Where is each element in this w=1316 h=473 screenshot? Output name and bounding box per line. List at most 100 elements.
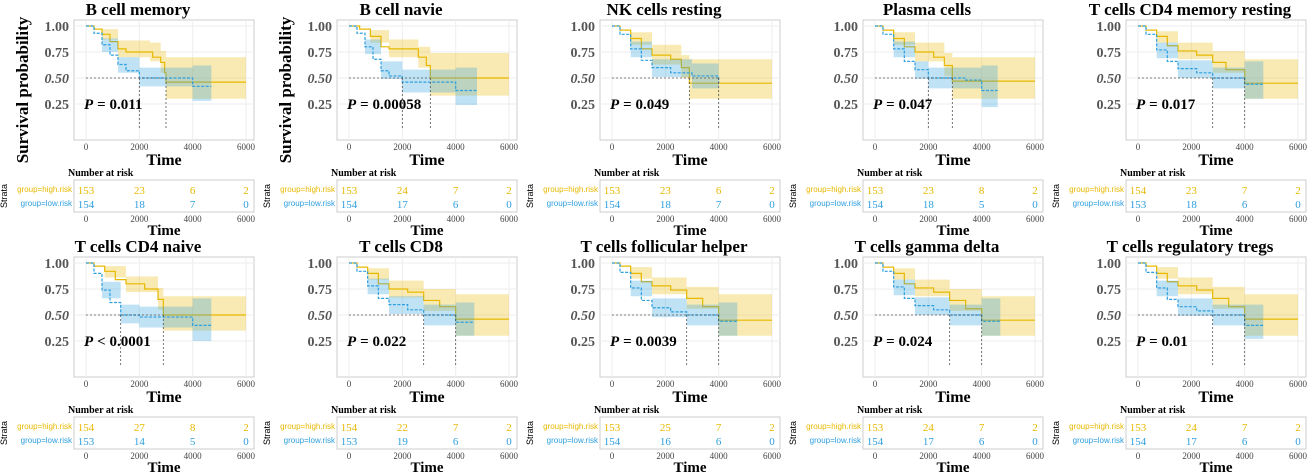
x-axis-label: Time [935, 152, 970, 169]
risk-x-tick-label: 6000 [1026, 451, 1045, 461]
risk-table [1125, 416, 1307, 450]
risk-x-tick-label: 4000 [1236, 214, 1255, 224]
risk-count: 24 [923, 422, 935, 434]
risk-count: 154 [341, 422, 358, 434]
x-tick-label: 2000 [919, 142, 938, 152]
low-risk-ci-band [875, 26, 998, 108]
risk-count: 2 [243, 422, 249, 434]
risk-x-axis-label: Time [410, 460, 443, 473]
low-risk-curve [349, 25, 477, 92]
risk-table-title: Number at risk [331, 405, 397, 416]
x-tick-label: 6000 [500, 379, 519, 389]
risk-count: 7 [453, 185, 459, 197]
risk-count: 27 [134, 422, 146, 434]
y-tick-label: 1.00 [45, 257, 70, 272]
x-axis-label: Time [935, 389, 970, 406]
plot-area [862, 256, 1044, 378]
p-label: P [1136, 97, 1146, 113]
risk-count: 2 [769, 422, 775, 434]
risk-x-tick-label: 0 [873, 451, 878, 461]
risk-count: 2 [506, 422, 512, 434]
y-tick-label: 1.00 [834, 20, 859, 35]
p-value-text: = 0.0039 [623, 334, 677, 350]
x-tick-label: 0 [1136, 379, 1141, 389]
panel-title: Plasma cells [883, 0, 972, 19]
risk-x-tick-label: 6000 [1289, 451, 1308, 461]
risk-count: 6 [716, 185, 722, 197]
p-label: P [610, 334, 620, 350]
p-value-text: = 0.024 [886, 334, 933, 350]
low-risk-ci-band [349, 26, 477, 106]
risk-count: 154 [78, 199, 95, 211]
risk-count: 23 [1186, 185, 1198, 197]
low-risk-ci-band [612, 263, 738, 336]
risk-x-tick-label: 2000 [1182, 451, 1201, 461]
risk-table [599, 416, 781, 450]
risk-x-axis-label: Time [936, 460, 969, 473]
risk-count: 25 [660, 422, 672, 434]
p-label: P [347, 97, 357, 113]
x-axis-label: Time [672, 389, 707, 406]
p-value-text: = 0.011 [97, 97, 142, 113]
y-tick-label: 0.25 [571, 335, 596, 350]
low-risk-label: group=low.risk [21, 436, 73, 445]
risk-count: 7 [979, 422, 985, 434]
high-risk-curve [86, 262, 246, 316]
high-risk-curve [349, 262, 509, 320]
x-axis-label: Time [146, 389, 181, 406]
x-tick-label: 4000 [710, 142, 729, 152]
risk-count: 6 [453, 436, 459, 448]
risk-count: 6 [716, 436, 722, 448]
risk-x-tick-label: 6000 [237, 451, 256, 461]
risk-count: 7 [453, 422, 459, 434]
risk-x-tick-label: 4000 [447, 451, 466, 461]
risk-x-tick-label: 4000 [710, 214, 729, 224]
p-label: P [873, 334, 883, 350]
risk-x-tick-label: 0 [1136, 214, 1141, 224]
low-risk-curve [612, 262, 738, 322]
risk-count: 2 [1295, 422, 1301, 434]
risk-count: 17 [923, 436, 935, 448]
risk-x-tick-label: 0 [347, 214, 352, 224]
x-tick-label: 0 [84, 379, 89, 389]
p-value: P = 0.00058 [347, 97, 421, 113]
risk-x-tick-label: 4000 [973, 214, 992, 224]
p-label: P [84, 334, 94, 350]
x-tick-label: 0 [873, 379, 878, 389]
p-value: P = 0.011 [84, 97, 142, 113]
y-tick-label: 1.00 [1097, 20, 1122, 35]
risk-count: 0 [506, 199, 512, 211]
risk-x-tick-label: 0 [873, 214, 878, 224]
high-risk-ci-band [875, 263, 1035, 336]
low-risk-ci-band [612, 26, 719, 99]
p-value-text: = 0.00058 [360, 97, 421, 113]
risk-count: 153 [604, 422, 621, 434]
x-tick-label: 6000 [763, 142, 782, 152]
risk-x-tick-label: 4000 [447, 214, 466, 224]
risk-table-title: Number at risk [68, 168, 134, 179]
risk-table-title: Number at risk [857, 405, 923, 416]
risk-table [862, 416, 1044, 450]
x-tick-label: 0 [347, 379, 352, 389]
risk-count: 18 [1186, 199, 1198, 211]
panel-title: T cells CD4 naive [75, 237, 202, 256]
risk-x-tick-label: 2000 [393, 214, 412, 224]
risk-x-tick-label: 4000 [184, 451, 203, 461]
high-risk-curve [612, 262, 772, 321]
risk-count: 0 [1295, 436, 1301, 448]
risk-count: 6 [1242, 436, 1248, 448]
low-risk-curve [86, 262, 212, 326]
x-tick-label: 4000 [973, 142, 992, 152]
x-tick-label: 6000 [237, 142, 256, 152]
risk-table-title: Number at risk [594, 405, 660, 416]
risk-count: 154 [1130, 185, 1147, 197]
risk-x-tick-label: 6000 [500, 214, 519, 224]
risk-count: 153 [78, 185, 95, 197]
risk-count: 7 [716, 199, 722, 211]
risk-x-tick-label: 2000 [919, 451, 938, 461]
risk-x-tick-label: 0 [610, 451, 615, 461]
risk-x-tick-label: 4000 [1236, 451, 1255, 461]
risk-x-tick-label: 2000 [1182, 214, 1201, 224]
y-tick-label: 0.25 [834, 98, 859, 113]
x-tick-label: 0 [1136, 142, 1141, 152]
